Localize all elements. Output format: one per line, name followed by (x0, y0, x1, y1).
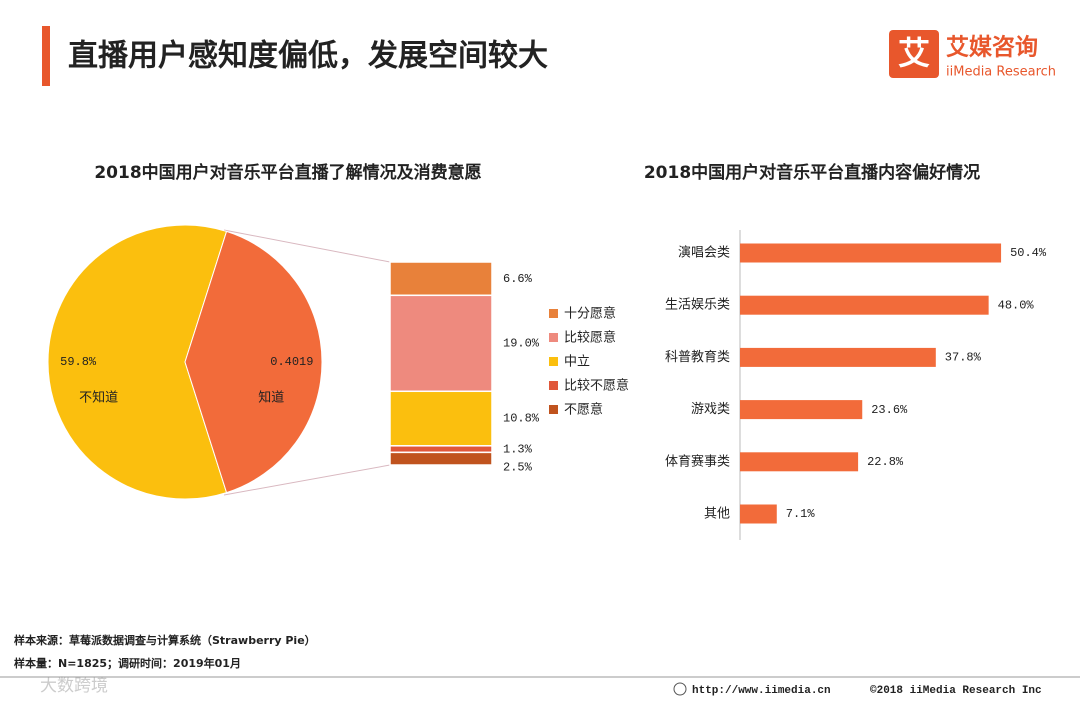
data-label: 7.1% (786, 507, 816, 521)
stacked-segment (389, 390, 493, 447)
data-label: 50.4% (1010, 246, 1047, 260)
connector (223, 464, 391, 496)
stacked-segment (389, 294, 493, 393)
logo-box (889, 30, 939, 78)
slice-label: 知道 (258, 390, 284, 406)
pie-slice (184, 230, 323, 494)
bar (740, 243, 1002, 263)
stacked-segment (389, 261, 493, 297)
legend-swatch (549, 381, 558, 390)
watermark: 大数跨境 (40, 676, 108, 696)
chart-title: 2018中国用户对音乐平台直播内容偏好情况 (644, 162, 980, 183)
category-label: 科普教育类 (665, 349, 730, 365)
data-label: 6.6% (503, 272, 533, 286)
bar (740, 452, 859, 472)
title-accent (42, 26, 50, 86)
stacked-segment (389, 445, 493, 454)
logo-mark: 艾 (898, 34, 930, 72)
legend-swatch (549, 333, 558, 342)
bar (740, 504, 777, 524)
data-label: 10.8% (503, 412, 540, 426)
data-label: 0.4019 (270, 355, 313, 369)
footer-url: http://www.iimedia.cn (692, 685, 831, 697)
slice-label: 不知道 (79, 390, 118, 406)
data-label: 48.0% (998, 298, 1035, 312)
legend-swatch (549, 309, 558, 318)
connector (223, 229, 391, 263)
bar (740, 347, 936, 367)
legend-label: 不愿意 (564, 402, 603, 418)
legend-label: 中立 (564, 355, 590, 370)
pie-slice (47, 224, 228, 500)
data-label: 19.0% (503, 336, 540, 350)
footer-copyright: ©2018 iiMedia Research Inc (870, 685, 1042, 697)
page-title: 直播用户感知度偏低，发展空间较大 (68, 39, 548, 74)
chart-title: 2018中国用户对音乐平台直播了解情况及消费意愿 (94, 162, 481, 183)
footer-source: 样本来源：草莓派数据调查与计算系统（Strawberry Pie） (14, 633, 316, 647)
legend-label: 比较不愿意 (564, 378, 629, 394)
data-label: 1.3% (503, 442, 533, 456)
category-label: 体育赛事类 (665, 453, 730, 469)
bar (740, 295, 989, 315)
data-label: 23.6% (871, 403, 908, 417)
legend-label: 十分愿意 (564, 306, 616, 322)
data-label: 22.8% (867, 455, 904, 469)
bar (740, 400, 863, 420)
logo-sub: iiMedia Research (946, 65, 1056, 80)
category-label: 游戏类 (691, 402, 730, 417)
legend-swatch (549, 405, 558, 414)
legend-swatch (549, 357, 558, 366)
stacked-segment (389, 451, 493, 466)
data-label: 37.8% (945, 351, 982, 365)
data-label: 59.8% (60, 355, 97, 369)
legend-label: 比较愿意 (564, 330, 616, 346)
category-label: 演唱会类 (678, 245, 730, 261)
data-label: 2.5% (503, 460, 533, 474)
category-label: 生活娱乐类 (665, 298, 730, 313)
globe-icon (673, 682, 687, 696)
category-label: 其他 (704, 507, 730, 522)
logo-name: 艾媒咨询 (946, 34, 1038, 61)
footer-sample: 样本量：N=1825；调研时间：2019年01月 (14, 656, 241, 670)
